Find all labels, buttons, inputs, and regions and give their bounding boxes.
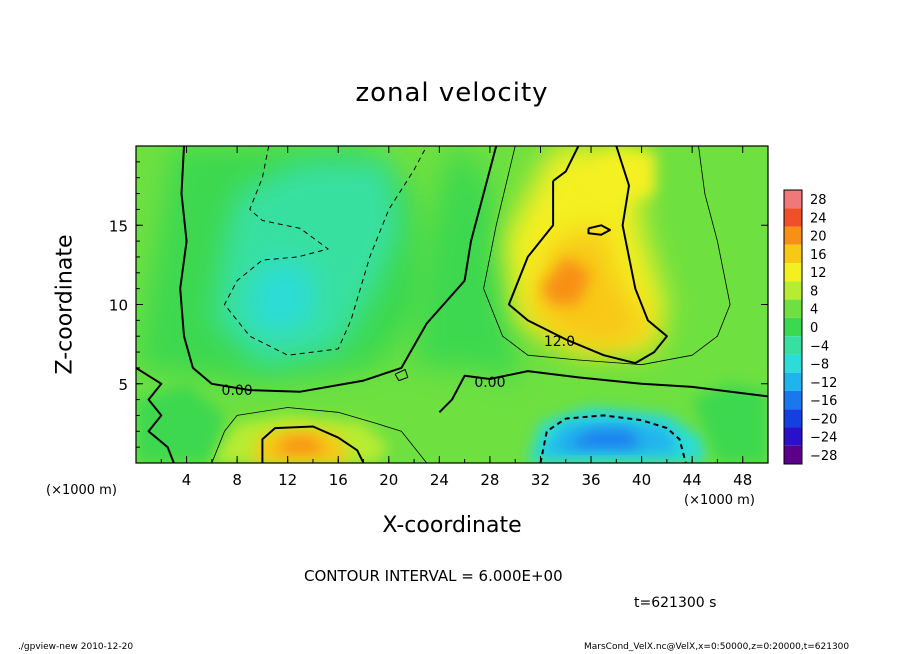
x-axis-ticks: 4 8 12 16 20 24 28 32 36 40 44 48 <box>135 146 769 489</box>
colorbar-label: 4 <box>810 303 818 318</box>
contour-interval: CONTOUR INTERVAL = 6.000E+00 <box>304 567 563 585</box>
x-tick-label: 20 <box>379 471 398 489</box>
velocity-field <box>136 146 768 463</box>
colorbar-swatch <box>784 390 802 410</box>
colorbar-swatch <box>784 317 802 337</box>
contour-zero-small <box>394 369 409 382</box>
blob-deep-blue-bottom <box>565 431 642 448</box>
colorbar-swatch <box>784 372 802 391</box>
blob-green-center <box>414 146 516 384</box>
x-tick-label: 48 <box>733 471 752 489</box>
colorbar-label: −28 <box>810 449 837 464</box>
colorbar-label: 16 <box>810 248 827 263</box>
x-tick-label: 32 <box>531 471 550 489</box>
y-tick-label: 5 <box>118 376 128 394</box>
colorbar-swatch <box>784 244 802 264</box>
x-tick-label: 24 <box>430 471 449 489</box>
colorbar-label: −20 <box>810 412 837 427</box>
blob-green-right-edge <box>692 383 768 463</box>
blob-yellow-top <box>578 152 655 210</box>
blob-cyan-core <box>249 256 313 337</box>
x-tick-label: 4 <box>182 471 192 489</box>
colorbar-frame <box>783 189 803 465</box>
colorbar-label: 28 <box>810 193 827 208</box>
blob-orange-right <box>527 225 655 353</box>
colorbar-label: 12 <box>810 266 827 281</box>
footer-left: ./gpview-new 2010-12-20 <box>18 642 134 652</box>
contour-zero-left <box>179 146 498 393</box>
contour-six-thin-b <box>211 407 428 463</box>
colorbar-swatch <box>784 409 802 428</box>
colorbar-label: 8 <box>810 284 818 299</box>
contour-labels: 0.00 0.00 12.0 <box>222 334 575 399</box>
colorbar: 28 24 20 16 12 8 4 0 −4 −8 −12 −16 −20 −24 −28 <box>783 189 837 465</box>
colorbar-label: −12 <box>810 376 837 391</box>
footer-right: MarsCond_VelX.nc@VelX,x=0:50000,z=0:2000… <box>584 642 850 652</box>
contour-twelve <box>552 146 580 182</box>
colorbar-swatch <box>784 445 802 464</box>
colorbar-swatch <box>784 336 802 355</box>
contour-label: 0.00 <box>222 383 253 399</box>
x-tick-label: 44 <box>683 471 702 489</box>
time-label: t=621300 s <box>634 595 717 611</box>
y-tick-label: 10 <box>109 297 128 315</box>
colorbar-swatch <box>784 263 802 282</box>
blob-green-lower <box>136 383 225 463</box>
y-tick-label: 15 <box>109 217 128 235</box>
contour-label: 0.00 <box>474 375 505 391</box>
x-tick-label: 16 <box>329 471 348 489</box>
x-tick-label: 36 <box>581 471 600 489</box>
y-axis-ticks: 5 10 15 <box>109 145 768 464</box>
colorbar-label: −16 <box>810 394 837 409</box>
colorbar-label: 24 <box>810 211 827 226</box>
x-tick-label: 28 <box>480 471 499 489</box>
y-axis-label: Z-coordinate <box>52 234 78 375</box>
colorbar-swatch <box>784 190 802 209</box>
x-tick-label: 40 <box>632 471 651 489</box>
x-tick-label: 8 <box>232 471 242 489</box>
colorbar-label: 20 <box>810 230 827 245</box>
colorbar-swatch <box>784 208 802 227</box>
contour-lines <box>136 146 768 463</box>
contour-twelve-main <box>507 146 668 365</box>
chart-title: zonal velocity <box>355 78 549 108</box>
colorbar-swatch <box>784 427 802 446</box>
contour-twelve-loop <box>587 224 611 236</box>
colorbar-swatch <box>784 354 802 373</box>
x-unit-label-right: (×1000 m) <box>684 493 755 508</box>
blob-red-bottom <box>275 437 326 454</box>
colorbar-label: −24 <box>810 431 837 446</box>
contour-label: 12.0 <box>544 334 575 350</box>
x-axis-label-text: X-coordinate <box>382 513 522 538</box>
x-axis-label: X-coordinate <box>0 513 904 538</box>
colorbar-label: −8 <box>810 358 829 373</box>
contour-zero-wave <box>136 367 175 463</box>
blob-deep-orange <box>540 256 591 305</box>
x-unit-label-left: (×1000 m) <box>46 483 117 498</box>
colorbar-swatch <box>784 299 802 318</box>
contour-six-thin-a <box>483 146 731 366</box>
contour-minus-six-upper <box>224 146 428 356</box>
colorbar-swatch <box>784 226 802 245</box>
colorbar-label: −4 <box>810 339 829 354</box>
colorbar-label: 0 <box>810 321 818 336</box>
colorbar-swatch <box>784 281 802 300</box>
x-tick-label: 12 <box>278 471 297 489</box>
contour-minus-six-lower <box>539 414 687 463</box>
contour-twelve-bottom <box>261 425 365 463</box>
contour-zero-right <box>438 370 768 414</box>
